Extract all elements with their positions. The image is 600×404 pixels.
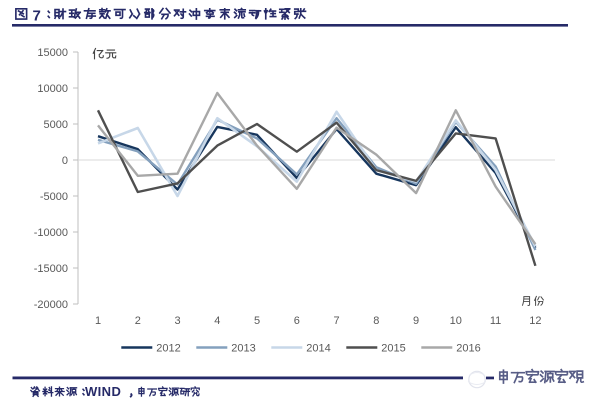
svg-text:2: 2 xyxy=(135,315,141,327)
svg-text:2015: 2015 xyxy=(381,343,405,355)
svg-text:2016: 2016 xyxy=(456,343,480,355)
svg-text:7: 7 xyxy=(334,315,340,327)
svg-text:7: 7 xyxy=(33,8,41,25)
svg-text:4: 4 xyxy=(214,315,220,327)
svg-text:3: 3 xyxy=(174,315,180,327)
svg-text:2014: 2014 xyxy=(306,343,330,355)
svg-text:-5000: -5000 xyxy=(40,191,68,203)
svg-text:12: 12 xyxy=(529,315,541,327)
svg-text:2012: 2012 xyxy=(156,343,180,355)
svg-text:5000: 5000 xyxy=(44,119,68,131)
svg-text:10: 10 xyxy=(450,315,462,327)
svg-text:10000: 10000 xyxy=(37,83,68,95)
svg-text:6: 6 xyxy=(294,315,300,327)
svg-text:0: 0 xyxy=(62,155,68,167)
svg-text:8: 8 xyxy=(373,315,379,327)
svg-text:1: 1 xyxy=(95,315,101,327)
svg-text:-20000: -20000 xyxy=(34,299,68,311)
svg-text:15000: 15000 xyxy=(37,47,68,59)
svg-text:11: 11 xyxy=(490,315,501,327)
svg-text:2013: 2013 xyxy=(231,343,255,355)
svg-text:-10000: -10000 xyxy=(34,227,68,239)
svg-text:9: 9 xyxy=(413,315,419,327)
svg-text:5: 5 xyxy=(254,315,260,327)
svg-text:-15000: -15000 xyxy=(34,263,68,275)
svg-text:WIND: WIND xyxy=(85,384,121,399)
